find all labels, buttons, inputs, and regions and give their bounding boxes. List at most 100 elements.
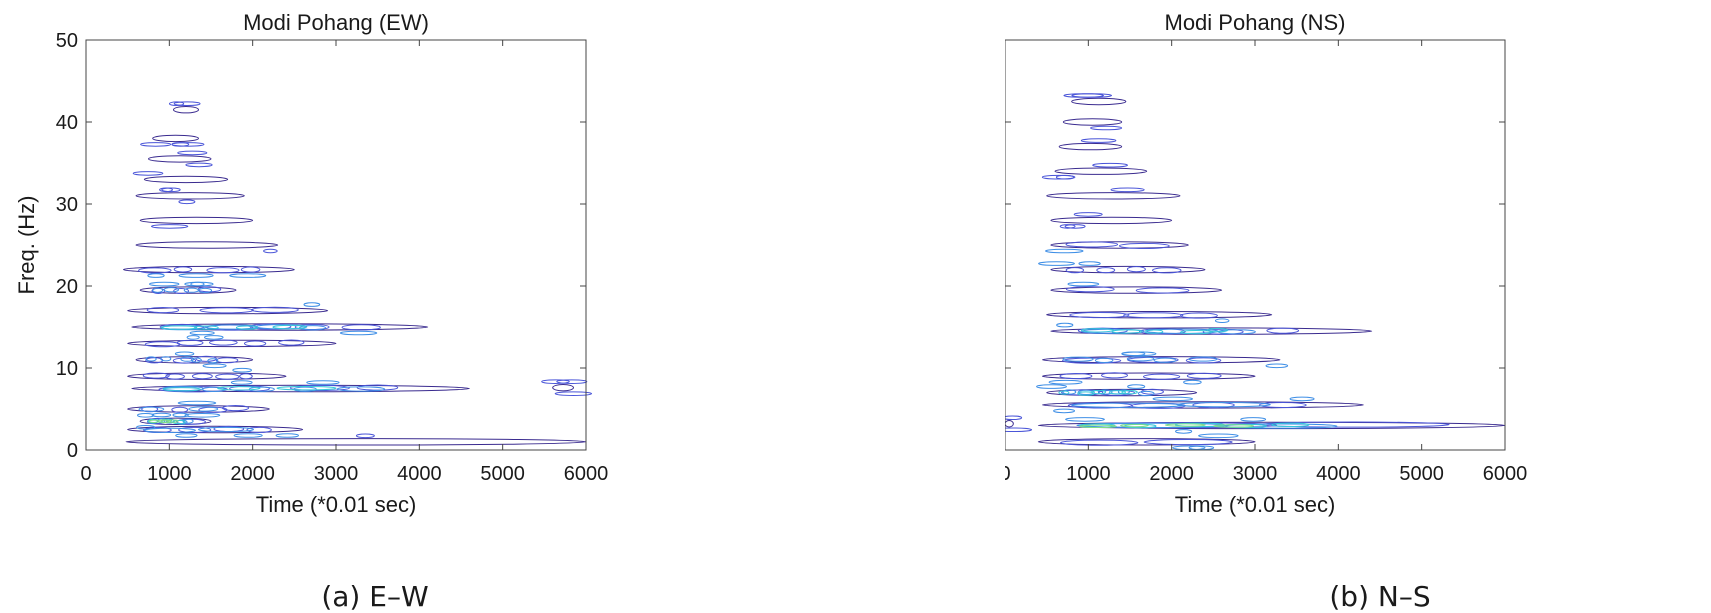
chart-1-band-17-outline — [1071, 97, 1127, 106]
chart-0-band-6-level-1-1 — [165, 373, 185, 380]
chart-0-band-16-island-0 — [132, 171, 164, 176]
chart-1-band-2-island-1 — [1002, 415, 1023, 421]
chart-0-band-6-island-0 — [232, 367, 252, 373]
chart-0-band-12-level-1-2 — [206, 267, 240, 274]
chart-1-band-1 — [1037, 417, 1506, 434]
chart-0-band-6-level-1-3 — [215, 373, 240, 380]
chart-0-band-7-level-2-3 — [190, 357, 202, 363]
chart-0-band-2-level-4-0 — [148, 419, 160, 424]
chart-0-band-15-island-2 — [161, 187, 181, 193]
chart-0-band-7-outline — [135, 356, 254, 364]
chart-1-band-6-level-2-1 — [1094, 357, 1114, 364]
chart-1-band-5-level-1-0 — [1059, 373, 1093, 380]
chart-1-band-8 — [1046, 311, 1273, 324]
chart-1-band-1-level-2-1 — [1225, 423, 1338, 429]
chart-1-band-3 — [1042, 396, 1364, 414]
chart-1-band-14-outline — [1054, 167, 1148, 175]
spectrogram-ns-chart: 010002000300040005000600001020304050Modi… — [933, 10, 1528, 517]
chart-1-band-9-level-1-1 — [1135, 287, 1190, 294]
spectrogram-ew-chart: 0 1000 2000 3000 4000 5000 6000 0 10 20 30 40 50 Modi… — [14, 10, 609, 517]
chart-1-band-1-level-4-3 — [1213, 424, 1255, 428]
chart-1-band-6-level-2-3 — [1153, 357, 1177, 363]
chart-0-band-13 — [135, 241, 279, 254]
chart-0-band-2-island-1 — [137, 413, 155, 418]
chart-1-band-7-island-0 — [1056, 322, 1074, 328]
chart-0-band-5-island-2 — [541, 379, 570, 384]
chart-0-band-3-level-2-0 — [138, 406, 165, 412]
chart-0-band-10-level-1-0 — [146, 307, 180, 314]
chart-0-band-9-level-3-3 — [272, 324, 307, 330]
chart-0-band-7-level-2-1 — [160, 356, 172, 362]
chart-0-band-4-level-3-0 — [162, 387, 201, 392]
chart-1-band-10-island-0 — [1038, 261, 1075, 266]
chart-0-band-1-level-1-1 — [178, 426, 212, 433]
chart-1-band-11-island-0 — [1044, 248, 1084, 254]
chart-1-band-4-level-3-0 — [1058, 390, 1070, 395]
chart-1-xtick-label-6: 6000 — [1483, 463, 1528, 485]
chart-0-band-13-outline — [135, 241, 279, 249]
chart-0-band-1-level-2-0 — [143, 427, 196, 433]
chart-1-band-12-outline — [1050, 216, 1173, 225]
chart-1-band-7-level-1-3 — [1266, 327, 1300, 334]
chart-1-xtick-label-2: 2000 — [1149, 463, 1194, 485]
chart-1-band-13-outline — [1046, 192, 1181, 200]
chart-1-band-7-level-3-2 — [1144, 329, 1164, 334]
chart-1-band-6-level-2-0 — [1062, 356, 1094, 362]
chart-1-band-0-level-1-1 — [1143, 438, 1233, 446]
chart-0-band-14-island-0 — [150, 224, 189, 229]
chart-0-band-4-island-1 — [230, 380, 253, 385]
chart-0-band-18-outline — [152, 134, 199, 143]
chart-1-band-0-level-1-0 — [1060, 439, 1139, 446]
chart-0-band-4-level-2-4 — [336, 386, 386, 392]
chart-0-band-5-island-0 — [554, 391, 593, 396]
chart-1-band-11-level-1-0 — [1065, 241, 1119, 248]
chart-1-band-5-island-0 — [1183, 379, 1202, 385]
chart-0-ylabel: Freq. (Hz) — [14, 196, 39, 295]
chart-0-band-3-island-0 — [151, 412, 172, 418]
chart-1-band-0 — [1037, 433, 1256, 451]
chart-1-band-4-level-3-3 — [1108, 390, 1126, 395]
chart-0-band-19-island-0 — [173, 101, 201, 106]
chart-0-band-2-outline — [139, 417, 212, 425]
chart-0-band-6-outline — [127, 372, 287, 380]
chart-0-band-9-level-1-4 — [341, 324, 381, 331]
chart-0-band-12-island-1 — [229, 273, 267, 278]
chart-1-band-5 — [1042, 372, 1256, 385]
chart-1-band-6-level-2-2 — [1126, 356, 1155, 362]
chart-0-xtick-label-6: 6000 — [564, 463, 609, 485]
chart-0-title: Modi Pohang (EW) — [243, 10, 429, 35]
chart-1-band-1-level-4-1 — [1120, 423, 1149, 428]
chart-1-band-7-level-2-0 — [1081, 328, 1145, 334]
chart-1-band-0-island-0 — [1198, 433, 1239, 439]
chart-1-xtick-label-4: 4000 — [1316, 463, 1361, 485]
chart-0-band-3-island-1 — [172, 412, 189, 418]
chart-0-band-1-level-1-3 — [246, 426, 272, 433]
chart-1-band-4-level-2-4 — [1137, 390, 1155, 397]
chart-1-band-11-outline — [1050, 241, 1189, 249]
chart-0-band-12-level-1-1 — [173, 266, 193, 273]
chart-0-band-8-outline — [127, 339, 337, 348]
chart-0-band-11-level-2-1 — [163, 287, 180, 293]
chart-1-band-17 — [1063, 93, 1127, 106]
chart-1-band-4-level-3-2 — [1091, 389, 1107, 395]
chart-1-band-5-island-1 — [1048, 379, 1083, 385]
chart-1-band-8-level-1-0 — [1069, 311, 1130, 319]
spectrogram-ns-panel: 010002000300040005000600001020304050Modi… — [933, 0, 1711, 613]
chart-0-band-12-island-0 — [178, 273, 214, 278]
chart-0-band-12-level-1-0 — [138, 267, 172, 274]
chart-0-band-4 — [131, 380, 470, 393]
chart-0-band-4-island-0 — [306, 380, 340, 385]
chart-0-band-9-island-0 — [339, 330, 378, 336]
chart-1-band-3-island-2 — [1289, 396, 1315, 402]
chart-0-band-8-level-1-1 — [176, 339, 204, 346]
chart-0-band-11-island-1 — [184, 281, 214, 287]
caption-ns: (b) N–S — [1329, 580, 1431, 613]
chart-0-ytick-label-1: 10 — [56, 358, 78, 380]
chart-0-band-15-island-1 — [178, 199, 196, 205]
chart-0-band-14 — [139, 216, 254, 229]
chart-0-xlabel: Time (*0.01 sec) — [256, 492, 417, 517]
chart-0-band-16 — [132, 171, 229, 184]
chart-0-band-7 — [135, 351, 254, 369]
chart-1-band-1-level-4-2 — [1164, 423, 1206, 427]
chart-0-band-0 — [125, 433, 587, 446]
